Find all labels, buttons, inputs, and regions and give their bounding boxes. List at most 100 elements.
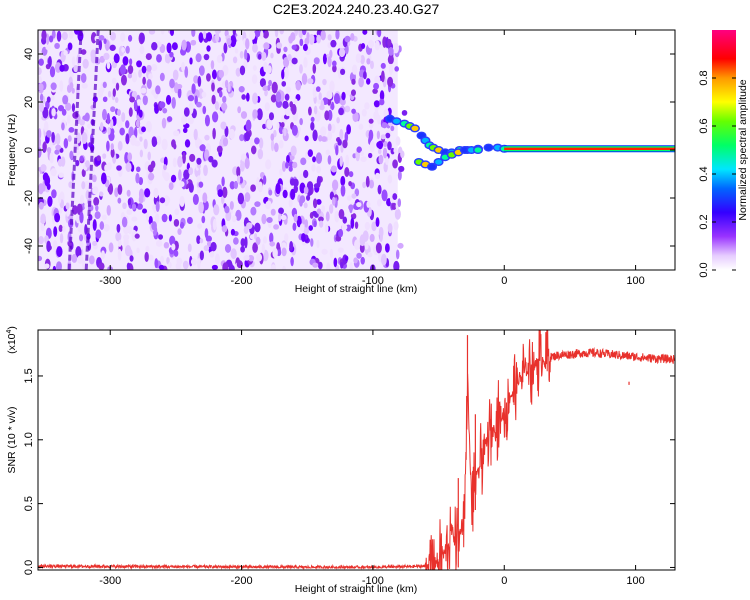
noise-blob [252,109,258,119]
noise-blob [46,183,51,190]
noise-blob [377,140,384,150]
noise-blob [261,51,267,61]
noise-blob [255,236,261,246]
noise-blob [126,262,131,270]
noise-blob [210,60,215,70]
noise-blob [116,165,122,171]
noise-blob [270,208,276,216]
noise-blob [109,31,117,41]
noise-blob [344,105,351,113]
noise-blob [48,35,54,43]
noise-blob [310,121,315,131]
noise-blob [191,83,196,95]
noise-blob [311,164,316,172]
noise-blob [160,255,164,264]
noise-blob [281,69,285,80]
noise-blob [217,189,224,198]
noise-blob [324,223,329,234]
noise-blob [106,140,110,152]
noise-blob [320,136,328,142]
noise-blob [141,65,147,74]
noise-blob [138,109,143,118]
noise-blob [312,129,318,142]
signal-point [448,152,456,158]
noise-blob [267,84,271,91]
noise-blob [111,77,117,85]
noise-blob [88,255,95,265]
noise-blob [280,121,285,128]
noise-blob [301,73,308,85]
noise-blob [138,176,144,186]
noise-blob [107,126,111,135]
noise-blob [196,235,201,245]
noise-blob [362,181,367,189]
noise-blob [282,56,290,68]
x-tick-label: 0 [501,575,507,587]
noise-blob [257,148,264,160]
noise-blob [394,66,399,72]
noise-blob [335,145,339,156]
noise-blob [92,240,98,246]
noise-blob [171,243,176,251]
noise-blob [244,49,248,61]
noise-blob [266,119,273,130]
noise-blob [289,101,294,108]
noise-blob [61,31,68,41]
noise-blob [58,207,63,214]
noise-blob [114,97,119,103]
noise-blob [254,30,261,38]
noise-blob [129,255,134,262]
noise-blob [358,76,364,88]
noise-blob [184,139,191,148]
noise-blob [63,49,68,56]
noise-blob [351,78,356,85]
noise-blob [142,95,148,106]
noise-blob [110,143,114,151]
noise-blob [146,78,152,90]
noise-blob [401,109,408,116]
noise-blob [139,32,145,44]
noise-blob [237,175,241,184]
noise-blob [232,30,236,36]
noise-blob [171,139,176,148]
colorbar: 0.0 0.2 0.4 0.6 0.8 Normalized spectral ampl… [698,30,749,278]
noise-blob [306,181,314,191]
noise-blob [236,35,242,41]
spectrogram-x-label: Height of straight line (km) [295,283,418,295]
noise-blob [237,192,245,205]
noise-blob [56,246,63,258]
noise-blob [216,54,223,64]
noise-blob [304,135,309,142]
noise-blob [332,64,337,73]
noise-blob [216,145,223,153]
noise-blob [283,46,288,53]
noise-blob [327,123,332,132]
noise-blob [224,125,229,138]
noise-blob [377,114,381,125]
noise-blob [266,217,273,224]
noise-blob [126,189,131,197]
signal-point [461,147,469,153]
noise-blob [177,155,183,168]
noise-blob [154,104,160,114]
noise-blob [188,167,194,176]
noise-blob [367,252,373,258]
noise-blob [240,238,246,247]
noise-blob [240,245,246,253]
noise-blob [301,232,306,243]
noise-blob [397,198,402,208]
noise-blob [338,107,344,116]
noise-blob [316,208,322,215]
noise-blob [250,184,256,192]
noise-blob [316,239,320,249]
noise-blob [92,186,99,195]
noise-blob [400,150,405,159]
noise-blob [135,119,140,128]
noise-blob [87,123,92,129]
x-tick-label: -300 [99,575,121,587]
y-tick-label: 1.0 [23,432,35,447]
noise-blob [179,221,185,229]
noise-blob [65,102,72,111]
noise-blob [339,128,344,141]
noise-blob [203,164,208,177]
